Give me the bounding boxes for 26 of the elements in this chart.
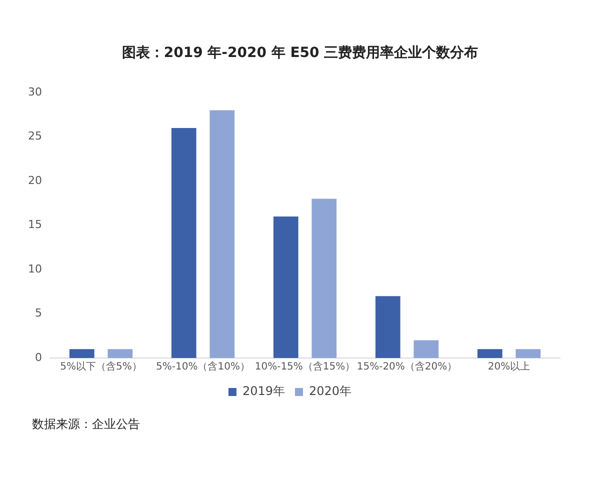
source-note: 数据来源：企业公告 [32,416,140,433]
bar [171,128,196,358]
bar [210,110,235,358]
y-tick-label: 0 [34,350,42,364]
y-tick-label: 10 [28,262,42,276]
bar [516,349,541,358]
x-tick-label: 10%-15%（含15%） [254,360,356,373]
y-tick-label: 30 [28,85,42,98]
bar [69,349,94,358]
y-tick-label: 15 [28,218,42,232]
bar [273,216,298,358]
x-tick-label: 5%以下（含5%） [60,360,142,373]
x-tick-label: 15%-20%（含20%） [356,360,458,373]
x-tick-label: 20%以上 [488,360,530,373]
bar [477,349,502,358]
x-tick-label: 5%-10%（含10%） [156,360,250,373]
bar [414,340,439,358]
bar [312,198,337,358]
y-tick-label: 5 [34,306,42,320]
bar [375,296,400,358]
bar [108,349,133,358]
legend-label: 2020年 [309,384,352,398]
chart-title: 图表：2019 年-2020 年 E50 三费费用率企业个数分布 [120,44,480,62]
y-tick-label: 25 [28,130,42,143]
y-tick-label: 20 [28,174,42,187]
legend-label: 2019年 [242,384,286,398]
